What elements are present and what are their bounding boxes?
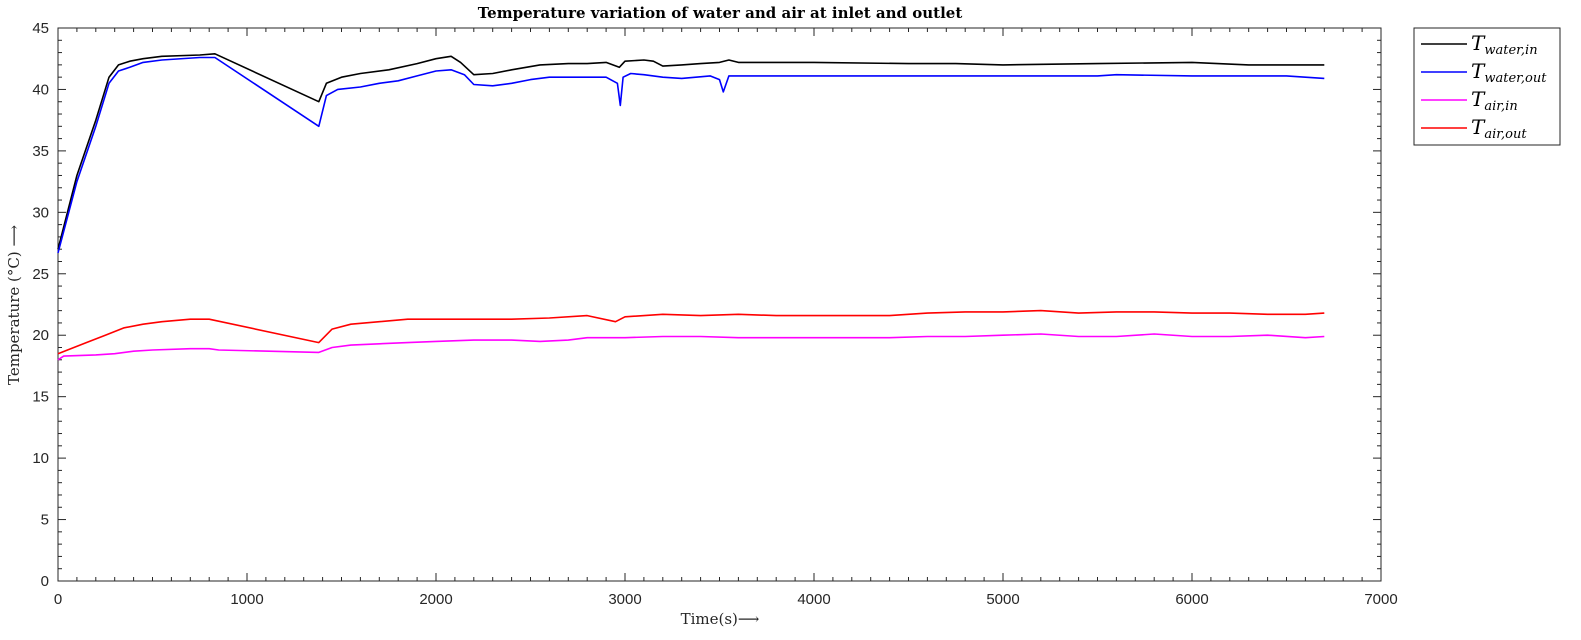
chart-title: Temperature variation of water and air a… xyxy=(478,4,963,22)
x-tick-labels: 0 1000 2000 3000 4000 5000 6000 7000 xyxy=(54,591,1398,608)
legend-label: Twater,out xyxy=(1471,59,1547,86)
y-tick-label: 15 xyxy=(32,389,49,406)
series-line-air-out xyxy=(57,309,1325,355)
legend-label: Twater,in xyxy=(1471,31,1538,58)
y-tick-label: 35 xyxy=(32,143,49,160)
x-tick-label: 3000 xyxy=(608,591,641,608)
series-line-water-in xyxy=(57,53,1325,250)
legend-box xyxy=(1413,27,1561,146)
series-lines xyxy=(57,53,1325,361)
x-tick-label: 7000 xyxy=(1364,591,1397,608)
x-tick-label: 6000 xyxy=(1175,591,1208,608)
x-tick-label: 2000 xyxy=(419,591,452,608)
plot-area xyxy=(57,27,1382,582)
minor-ticks xyxy=(58,28,1381,581)
legend-label: Tair,out xyxy=(1471,115,1527,142)
y-tick-label: 5 xyxy=(41,512,49,529)
x-tick-label: 4000 xyxy=(797,591,830,608)
y-tick-label: 0 xyxy=(41,573,49,590)
legend-label: Tair,in xyxy=(1471,87,1518,114)
x-tick-label: 5000 xyxy=(986,591,1019,608)
y-axis-label: Temperature (°C) ⟶ xyxy=(5,225,23,385)
y-tick-label: 40 xyxy=(32,81,49,98)
y-tick-label: 45 xyxy=(32,20,49,37)
y-tick-labels: 0 5 10 15 20 25 30 35 40 45 xyxy=(32,20,49,590)
series-line-water-out xyxy=(57,56,1325,254)
plot-frame xyxy=(57,27,1382,582)
y-tick-label: 20 xyxy=(32,327,49,344)
series-line-air-in xyxy=(57,333,1325,361)
major-ticks xyxy=(57,27,1382,582)
y-tick-label: 10 xyxy=(32,450,49,467)
x-axis-label: Time(s)⟶ xyxy=(681,610,760,628)
y-tick-label: 25 xyxy=(32,266,49,283)
x-tick-label: 1000 xyxy=(230,591,263,608)
x-tick-label: 0 xyxy=(54,591,62,608)
y-tick-label: 30 xyxy=(32,204,49,221)
